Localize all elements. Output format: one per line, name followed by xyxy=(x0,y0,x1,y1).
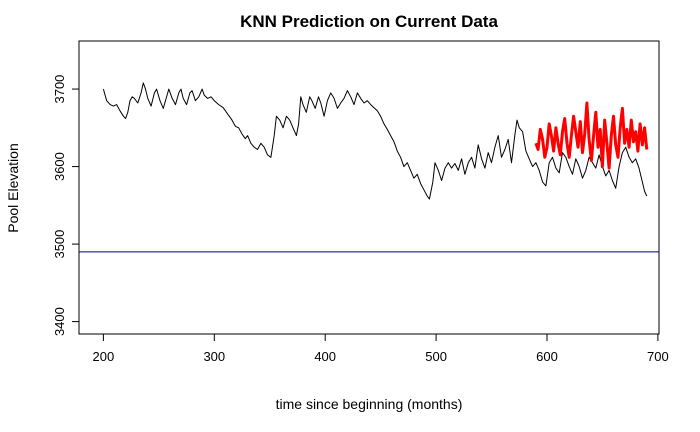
y-tick-label: 3700 xyxy=(52,75,67,104)
x-tick-label: 400 xyxy=(314,349,336,364)
x-tick-label: 600 xyxy=(536,349,558,364)
x-tick-label: 300 xyxy=(203,349,225,364)
y-axis: 3400 3500 3600 3700 xyxy=(52,75,79,336)
y-tick-label: 3600 xyxy=(52,152,67,181)
plot-area xyxy=(78,40,660,335)
y-axis-label: Pool Elevation xyxy=(5,143,21,233)
y-tick-label: 3500 xyxy=(52,230,67,259)
x-tick-label: 700 xyxy=(647,349,669,364)
series-layer xyxy=(102,82,649,200)
series-observed-line xyxy=(102,82,648,200)
y-tick-label: 3400 xyxy=(52,307,67,336)
x-tick-label: 200 xyxy=(93,349,115,364)
x-tick-label: 500 xyxy=(425,349,447,364)
x-axis-label: time since beginning (months) xyxy=(276,396,463,412)
series-prediction-line xyxy=(534,101,649,170)
chart-title: KNN Prediction on Current Data xyxy=(240,12,498,31)
x-axis: 200 300 400 500 600 700 xyxy=(93,334,669,364)
